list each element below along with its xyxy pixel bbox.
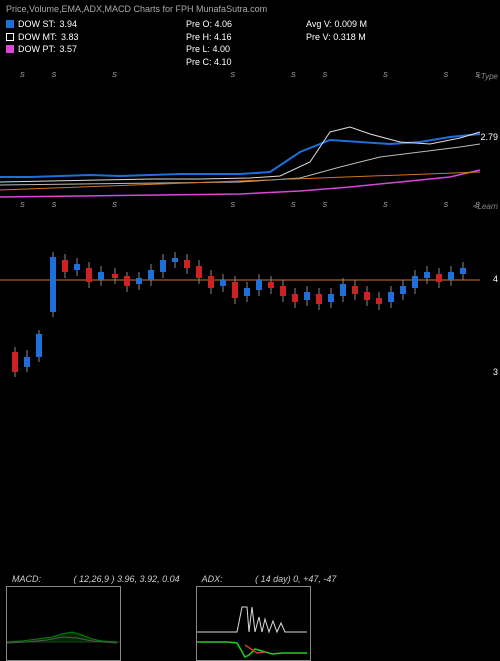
legend-st-value: 3.94 [60,18,78,31]
legend-mt-label: DOW MT: [18,31,57,44]
macd-label-row: MACD: ( 12,26,9 ) 3.96, 3.92, 0.04 [6,572,186,586]
candle-axis-label: <Learn [473,202,498,211]
legend-st-label: DOW ST: [18,18,56,31]
prev-block: Pre O: 4.06 Pre H: 4.16 Pre L: 4.00 Pre … [186,18,306,68]
macd-svg [7,587,120,660]
macd-box [6,586,121,661]
swatch-pt [6,45,14,53]
candle-svg [0,202,490,392]
swatch-st [6,20,14,28]
macd-label: MACD: [12,574,41,584]
upper-ticks: SS S S SS S SS [20,72,480,79]
avg-block: Avg V: 0.009 M Pre V: 0.318 M [306,18,494,68]
macd-block: MACD: ( 12,26,9 ) 3.96, 3.92, 0.04 [6,572,186,661]
ema-svg [0,72,490,202]
prev-c: Pre C: 4.10 [186,56,306,69]
candle-price-bottom: 3 [493,367,498,377]
candle-ticks: SS S S SS S SS [20,202,480,209]
avg-v: Avg V: 0.009 M [306,18,494,31]
upper-axis-label: <Type [476,72,498,81]
legend-mt: DOW MT: 3.83 [6,31,186,44]
macd-params: ( 12,26,9 ) 3.96, 3.92, 0.04 [74,574,180,584]
indicator-row: MACD: ( 12,26,9 ) 3.96, 3.92, 0.04 ADX: … [0,572,500,661]
swatch-mt [6,33,14,41]
adx-box [196,586,311,661]
legend-pt-label: DOW PT: [18,43,56,56]
prev-o: Pre O: 4.06 [186,18,306,31]
adx-label-row: ADX: ( 14 day) 0, +47, -47 [196,572,343,586]
info-row: DOW ST: 3.94 DOW MT: 3.83 DOW PT: 3.57 P… [0,18,500,68]
adx-label: ADX: [202,574,223,584]
legend-mt-value: 3.83 [61,31,79,44]
legend-pt: DOW PT: 3.57 [6,43,186,56]
legend-block: DOW ST: 3.94 DOW MT: 3.83 DOW PT: 3.57 [6,18,186,68]
pre-v: Pre V: 0.318 M [306,31,494,44]
prev-h: Pre H: 4.16 [186,31,306,44]
legend-pt-value: 3.57 [60,43,78,56]
legend-st: DOW ST: 3.94 [6,18,186,31]
prev-l: Pre L: 4.00 [186,43,306,56]
adx-params: ( 14 day) 0, +47, -47 [255,574,336,584]
adx-svg [197,587,310,660]
candle-chart: SS S S SS S SS <Learn 4 3 [0,202,500,392]
adx-block: ADX: ( 14 day) 0, +47, -47 [196,572,343,661]
candle-price-top: 4 [493,274,498,284]
ema-chart: SS S S SS S SS <Type 2.79 [0,72,500,202]
page-title: Price,Volume,EMA,ADX,MACD Charts for FPH… [0,0,500,18]
upper-price-mark: 2.79 [480,132,498,142]
